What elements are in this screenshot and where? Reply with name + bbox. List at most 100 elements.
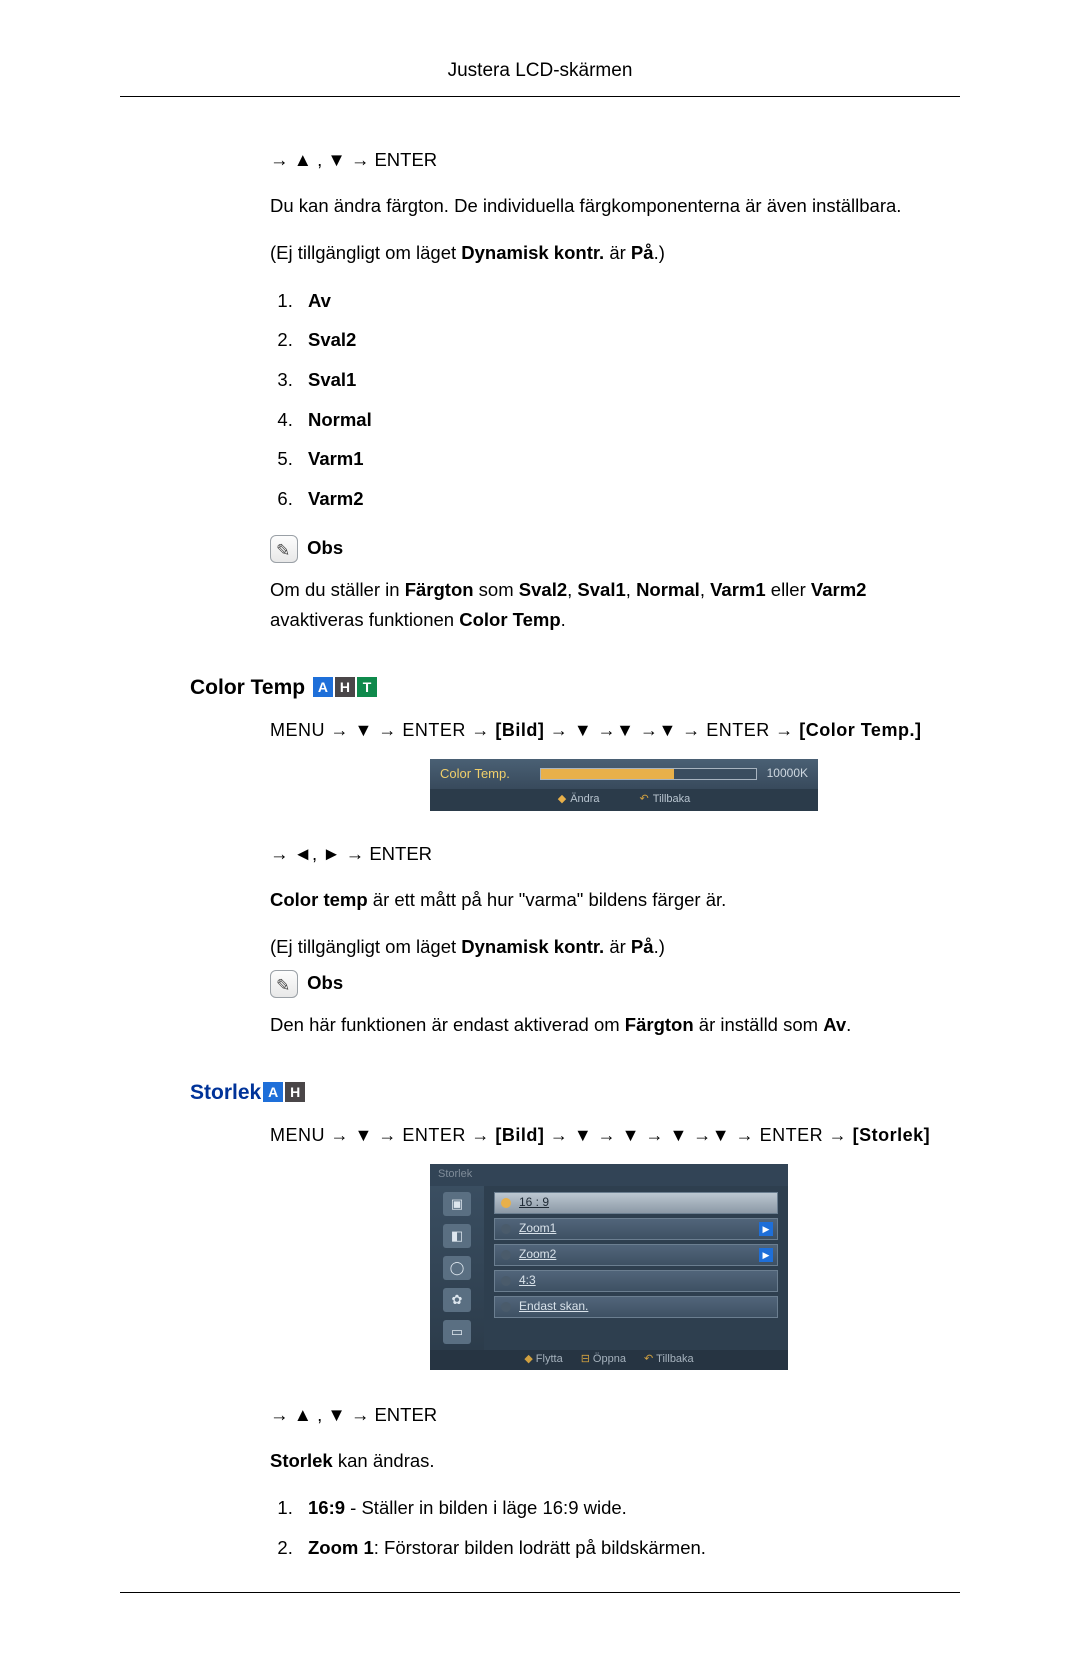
bild-bracket: [Bild] [495, 720, 544, 740]
diamond-icon: ◆ [558, 793, 566, 805]
diamond-icon: ◆ [524, 1353, 532, 1365]
text: är ett mått på hur "varma" bildens färge… [368, 889, 727, 910]
picture-icon: ▣ [443, 1192, 471, 1216]
foot-move: ◆ Flytta [524, 1351, 562, 1369]
osd-option: 4:3 [494, 1270, 778, 1292]
color-temp-bracket: [Color Temp.] [799, 720, 921, 740]
list-item-label: Varm1 [308, 448, 364, 469]
list-item: Sval2 [298, 325, 950, 355]
item-bold: 16:9 [308, 1497, 345, 1518]
heading-text: Color Temp [190, 676, 305, 699]
obs-heading-2: Obs [270, 968, 950, 998]
osd-option: Zoom2▶ [494, 1244, 778, 1266]
osd-value: 10000K [767, 764, 808, 783]
storlek-osd-menu: Storlek ▣ ◧ ◯ ✿ ▭ 16 : 9 Zoom1 ▶ Zoom2▶ 4… [430, 1164, 788, 1370]
val: Varm1 [710, 579, 766, 600]
option-label: 16 : 9 [519, 1193, 549, 1212]
pip-icon: ◧ [443, 1224, 471, 1248]
enter-icon: ⊟ [581, 1353, 590, 1365]
list-item: Varm2 [298, 484, 950, 514]
osd-side-icons: ▣ ◧ ◯ ✿ ▭ [430, 1186, 484, 1350]
section-heading-color-temp: Color Temp AHT [190, 671, 950, 705]
color-temp-bold: Color temp [270, 889, 368, 910]
text: Tillbaka [653, 793, 691, 805]
on-label: På [631, 936, 654, 957]
osd-footer: ◆Ändra ↶Tillbaka [430, 789, 818, 811]
text: , [626, 579, 636, 600]
obs-1-text: Om du ställer in Färgton som Sval2, Sval… [270, 575, 950, 634]
badge-t: T [357, 677, 377, 697]
content-inner: → ▲ , ▼ → ENTER Du kan ändra färgton. De… [190, 145, 950, 1562]
text: , [700, 579, 710, 600]
option-label: Zoom1 [519, 1219, 556, 1238]
text: → ▼ →▼ →▼ → ENTER → [544, 720, 799, 740]
list-item-label: Varm2 [308, 488, 364, 509]
gear-icon: ✿ [443, 1288, 471, 1312]
osd-menu-body: ▣ ◧ ◯ ✿ ▭ 16 : 9 Zoom1▶ Zoom2▶ 4:3 Endas… [430, 1186, 788, 1350]
list-item: Sval1 [298, 365, 950, 395]
text: eller [766, 579, 811, 600]
text: avaktiveras funktionen [270, 609, 459, 630]
radio-icon [501, 1224, 511, 1234]
radio-icon [501, 1276, 511, 1286]
text: → ▼ → ▼ → ▼ →▼ → ENTER → [544, 1125, 852, 1145]
text: kan ändras. [333, 1450, 435, 1471]
storlek-list: 16:9 - Ställer in bilden i läge 16:9 wid… [270, 1493, 950, 1562]
text: MENU → ▼ → ENTER → [270, 1125, 495, 1145]
text: är inställd som [694, 1014, 824, 1035]
val: Sval1 [577, 579, 625, 600]
badge-h: H [285, 1082, 305, 1102]
storlek-bold: Storlek [270, 1450, 333, 1471]
list-item-label: Av [308, 290, 331, 311]
circle-icon: ◯ [443, 1256, 471, 1280]
text: (Ej tillgängligt om läget [270, 936, 461, 957]
list-item: Normal [298, 405, 950, 435]
bottom-rule [120, 1592, 960, 1593]
list-item: Av [298, 286, 950, 316]
osd-option: 16 : 9 [494, 1192, 778, 1214]
return-icon: ↶ [640, 793, 649, 805]
nav-arrows-intro: → ▲ , ▼ → ENTER [270, 145, 950, 175]
on-label: På [631, 242, 654, 263]
list-item-label: Sval1 [308, 369, 356, 390]
bild-bracket: [Bild] [495, 1125, 544, 1145]
list-item-label: Sval2 [308, 329, 356, 350]
text: Öppna [593, 1353, 626, 1365]
item-bold: Zoom 1 [308, 1537, 374, 1558]
text: (Ej tillgängligt om läget [270, 242, 461, 263]
val: Varm2 [811, 579, 867, 600]
play-icon: ▶ [759, 1222, 773, 1236]
osd-foot-back: ↶ Tillbaka [640, 791, 691, 809]
text: Om du ställer in [270, 579, 405, 600]
av-label: Av [823, 1014, 846, 1035]
text: Flytta [536, 1353, 563, 1365]
radio-icon [501, 1198, 511, 1208]
note-icon [270, 535, 298, 563]
color-temp-para-2: (Ej tillgängligt om läget Dynamisk kontr… [270, 932, 950, 962]
text: .) [654, 936, 665, 957]
list-item-label: Normal [308, 409, 372, 430]
text: : Förstorar bilden lodrätt på bildskärme… [374, 1537, 706, 1558]
foot-open: ⊟Öppna [581, 1351, 626, 1369]
radio-icon [501, 1302, 511, 1312]
text: MENU → ▼ → ENTER → [270, 720, 495, 740]
intro-para-2: (Ej tillgängligt om läget Dynamisk kontr… [270, 238, 950, 268]
osd-slider [540, 768, 757, 780]
text: som [474, 579, 519, 600]
obs-heading-1: Obs [270, 533, 950, 563]
badge-h: H [335, 677, 355, 697]
osd-option: Zoom1 ▶ [494, 1218, 778, 1240]
text: - Ställer in bilden i läge 16:9 wide. [345, 1497, 627, 1518]
list-item: Zoom 1: Förstorar bilden lodrätt på bild… [298, 1533, 950, 1563]
osd-menu-title: Storlek [430, 1164, 788, 1186]
document-page: Justera LCD-skärmen → ▲ , ▼ → ENTER Du k… [0, 0, 1080, 1653]
list-item: Varm1 [298, 444, 950, 474]
text: Den här funktionen är endast aktiverad o… [270, 1014, 625, 1035]
dynamic-contrast-label: Dynamisk kontr. [461, 242, 604, 263]
val: Sval2 [519, 579, 567, 600]
text: Tillbaka [656, 1353, 694, 1365]
color-temp-arrows: → ◄, ► → ENTER [270, 839, 950, 869]
storlek-nav-path: MENU → ▼ → ENTER → [Bild] → ▼ → ▼ → ▼ →▼… [270, 1121, 950, 1150]
return-icon: ↶ [644, 1353, 653, 1365]
storlek-para-1: Storlek kan ändras. [270, 1446, 950, 1476]
